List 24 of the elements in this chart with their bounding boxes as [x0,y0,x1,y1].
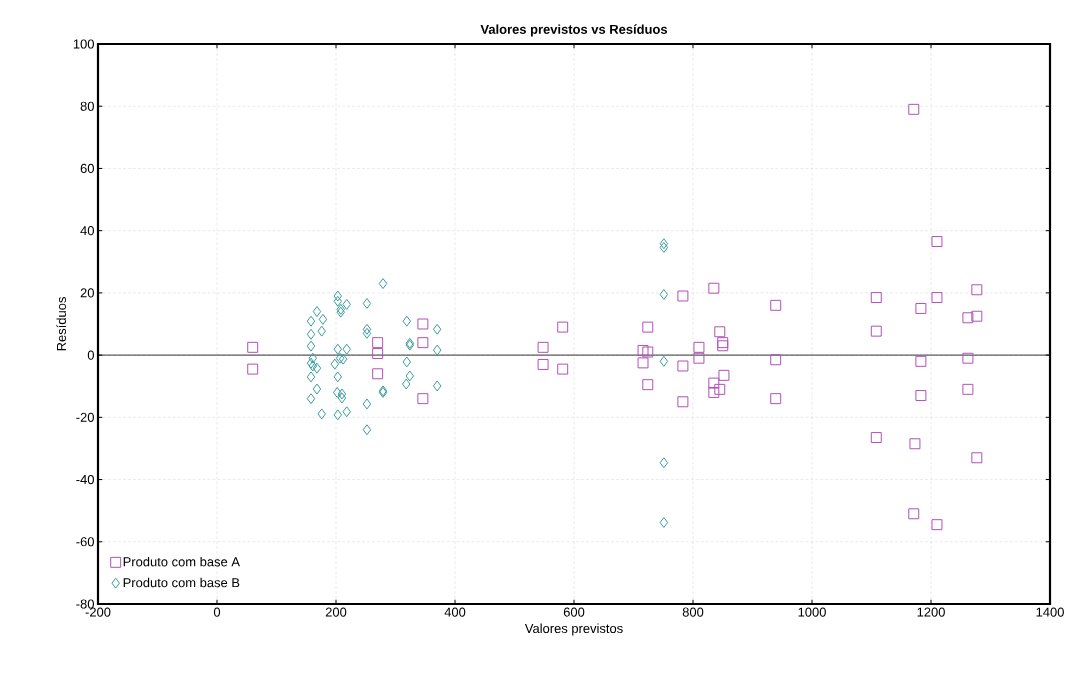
y-tick-label: -80 [76,599,94,609]
y-tick-label: -60 [76,537,94,547]
chart-title: Valores previstos vs Resíduos [480,24,668,37]
y-tick-label: 20 [80,288,94,298]
legend-label: Produto com base B [123,577,240,588]
x-tick-label: 1000 [798,607,826,617]
x-tick-label: 1200 [917,607,945,617]
y-tick-label: 60 [80,163,94,174]
x-axis-title: Valores previstos [524,623,623,636]
y-tick-label: 40 [80,226,94,236]
y-tick-label: 100 [73,39,94,49]
x-tick-label: -200 [85,607,111,617]
y-axis-title: Resíduos [56,297,67,351]
legend-label: Produto com base A [123,556,240,567]
x-tick-label: 200 [325,607,347,617]
y-tick-label: 80 [80,101,94,111]
y-tick-label: 0 [87,350,94,360]
x-tick-label: 800 [682,607,704,617]
x-tick-label: 0 [213,607,221,617]
x-tick-label: 400 [444,607,466,617]
x-tick-label: 1400 [1036,607,1064,617]
y-tick-label: -40 [76,474,94,485]
x-tick-label: 600 [563,607,585,617]
y-tick-label: -20 [76,412,94,422]
